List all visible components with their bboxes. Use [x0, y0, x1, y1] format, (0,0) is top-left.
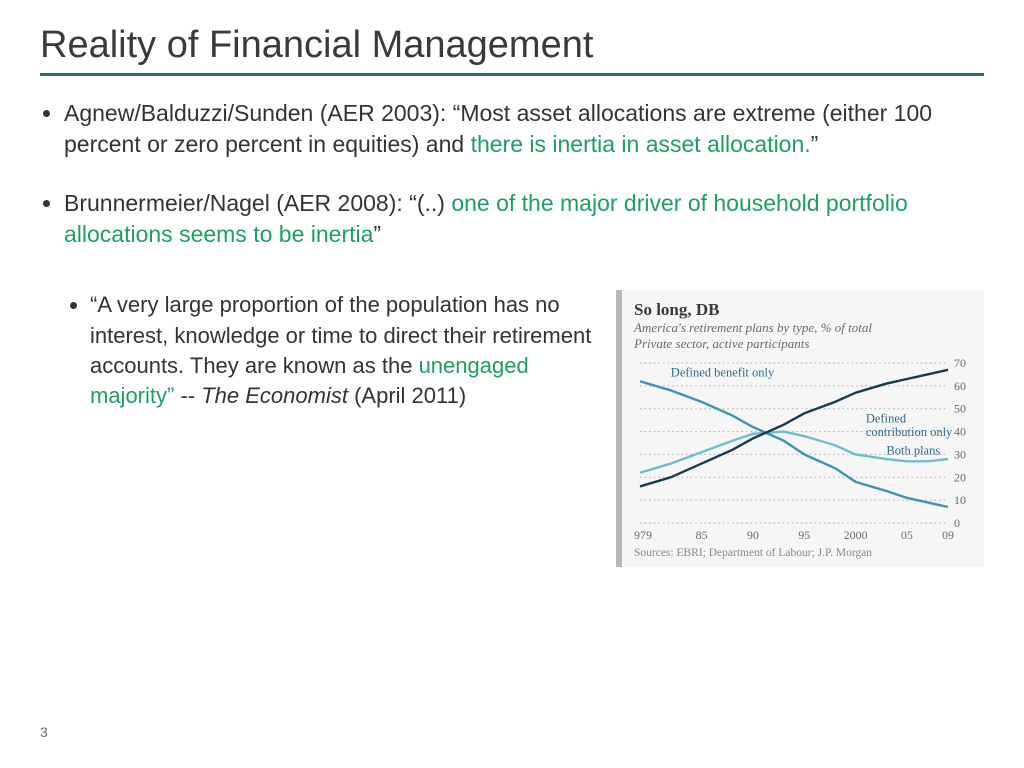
chart-subtitle-1: America's retirement plans by type, % of…: [634, 320, 976, 336]
bullet-2-post: ”: [373, 221, 381, 247]
bullet-2: Brunnermeier/Nagel (AER 2008): “(..) one…: [64, 188, 984, 250]
svg-text:95: 95: [798, 528, 810, 542]
lower-row: “A very large proportion of the populati…: [40, 290, 984, 567]
svg-text:1979: 1979: [634, 528, 652, 542]
bullet-3-sep: --: [174, 383, 201, 408]
svg-text:20: 20: [954, 471, 966, 485]
svg-text:85: 85: [696, 528, 708, 542]
svg-text:90: 90: [747, 528, 759, 542]
bullet-list-top: Agnew/Balduzzi/Sunden (AER 2003): “Most …: [40, 98, 984, 250]
svg-text:Defined benefit only: Defined benefit only: [671, 366, 775, 380]
svg-text:Both plans: Both plans: [886, 444, 940, 458]
bullet-1-highlight: there is inertia in asset allocation.: [471, 131, 811, 157]
svg-text:50: 50: [954, 402, 966, 416]
bullet-3: “A very large proportion of the populati…: [90, 290, 596, 411]
bullet-1-post: ”: [811, 131, 819, 157]
chart-title: So long, DB: [634, 300, 976, 320]
bullet-1: Agnew/Balduzzi/Sunden (AER 2003): “Most …: [64, 98, 984, 160]
chart-plot: 0 10 20 30 40 50 60 70 1979 85 90 95 2000 05 09 Defined…: [634, 355, 978, 543]
page-number: 3: [40, 724, 48, 740]
svg-text:05: 05: [901, 528, 913, 542]
svg-text:40: 40: [954, 425, 966, 439]
chart-sources: Sources: EBRI; Department of Labour; J.P…: [634, 547, 976, 559]
bullet-2-pre: Brunnermeier/Nagel (AER 2008): “(..): [64, 190, 451, 216]
bullet-list-sub: “A very large proportion of the populati…: [66, 290, 596, 411]
svg-text:70: 70: [954, 356, 966, 370]
svg-text:contribution only: contribution only: [866, 426, 953, 440]
chart-subtitle-2: Private sector, active participants: [634, 336, 976, 352]
chart-container: So long, DB America's retirement plans b…: [616, 290, 984, 567]
svg-text:10: 10: [954, 494, 966, 508]
svg-text:Defined: Defined: [866, 412, 907, 426]
bullet-3-date: (April 2011): [348, 383, 466, 408]
svg-text:09: 09: [942, 528, 954, 542]
svg-text:60: 60: [954, 379, 966, 393]
lower-text-col: “A very large proportion of the populati…: [40, 290, 596, 411]
page-title: Reality of Financial Management: [40, 24, 984, 67]
svg-text:2000: 2000: [844, 528, 868, 542]
title-rule: [40, 73, 984, 76]
bullet-3-source: The Economist: [201, 383, 348, 408]
svg-text:0: 0: [954, 516, 960, 530]
svg-text:30: 30: [954, 448, 966, 462]
